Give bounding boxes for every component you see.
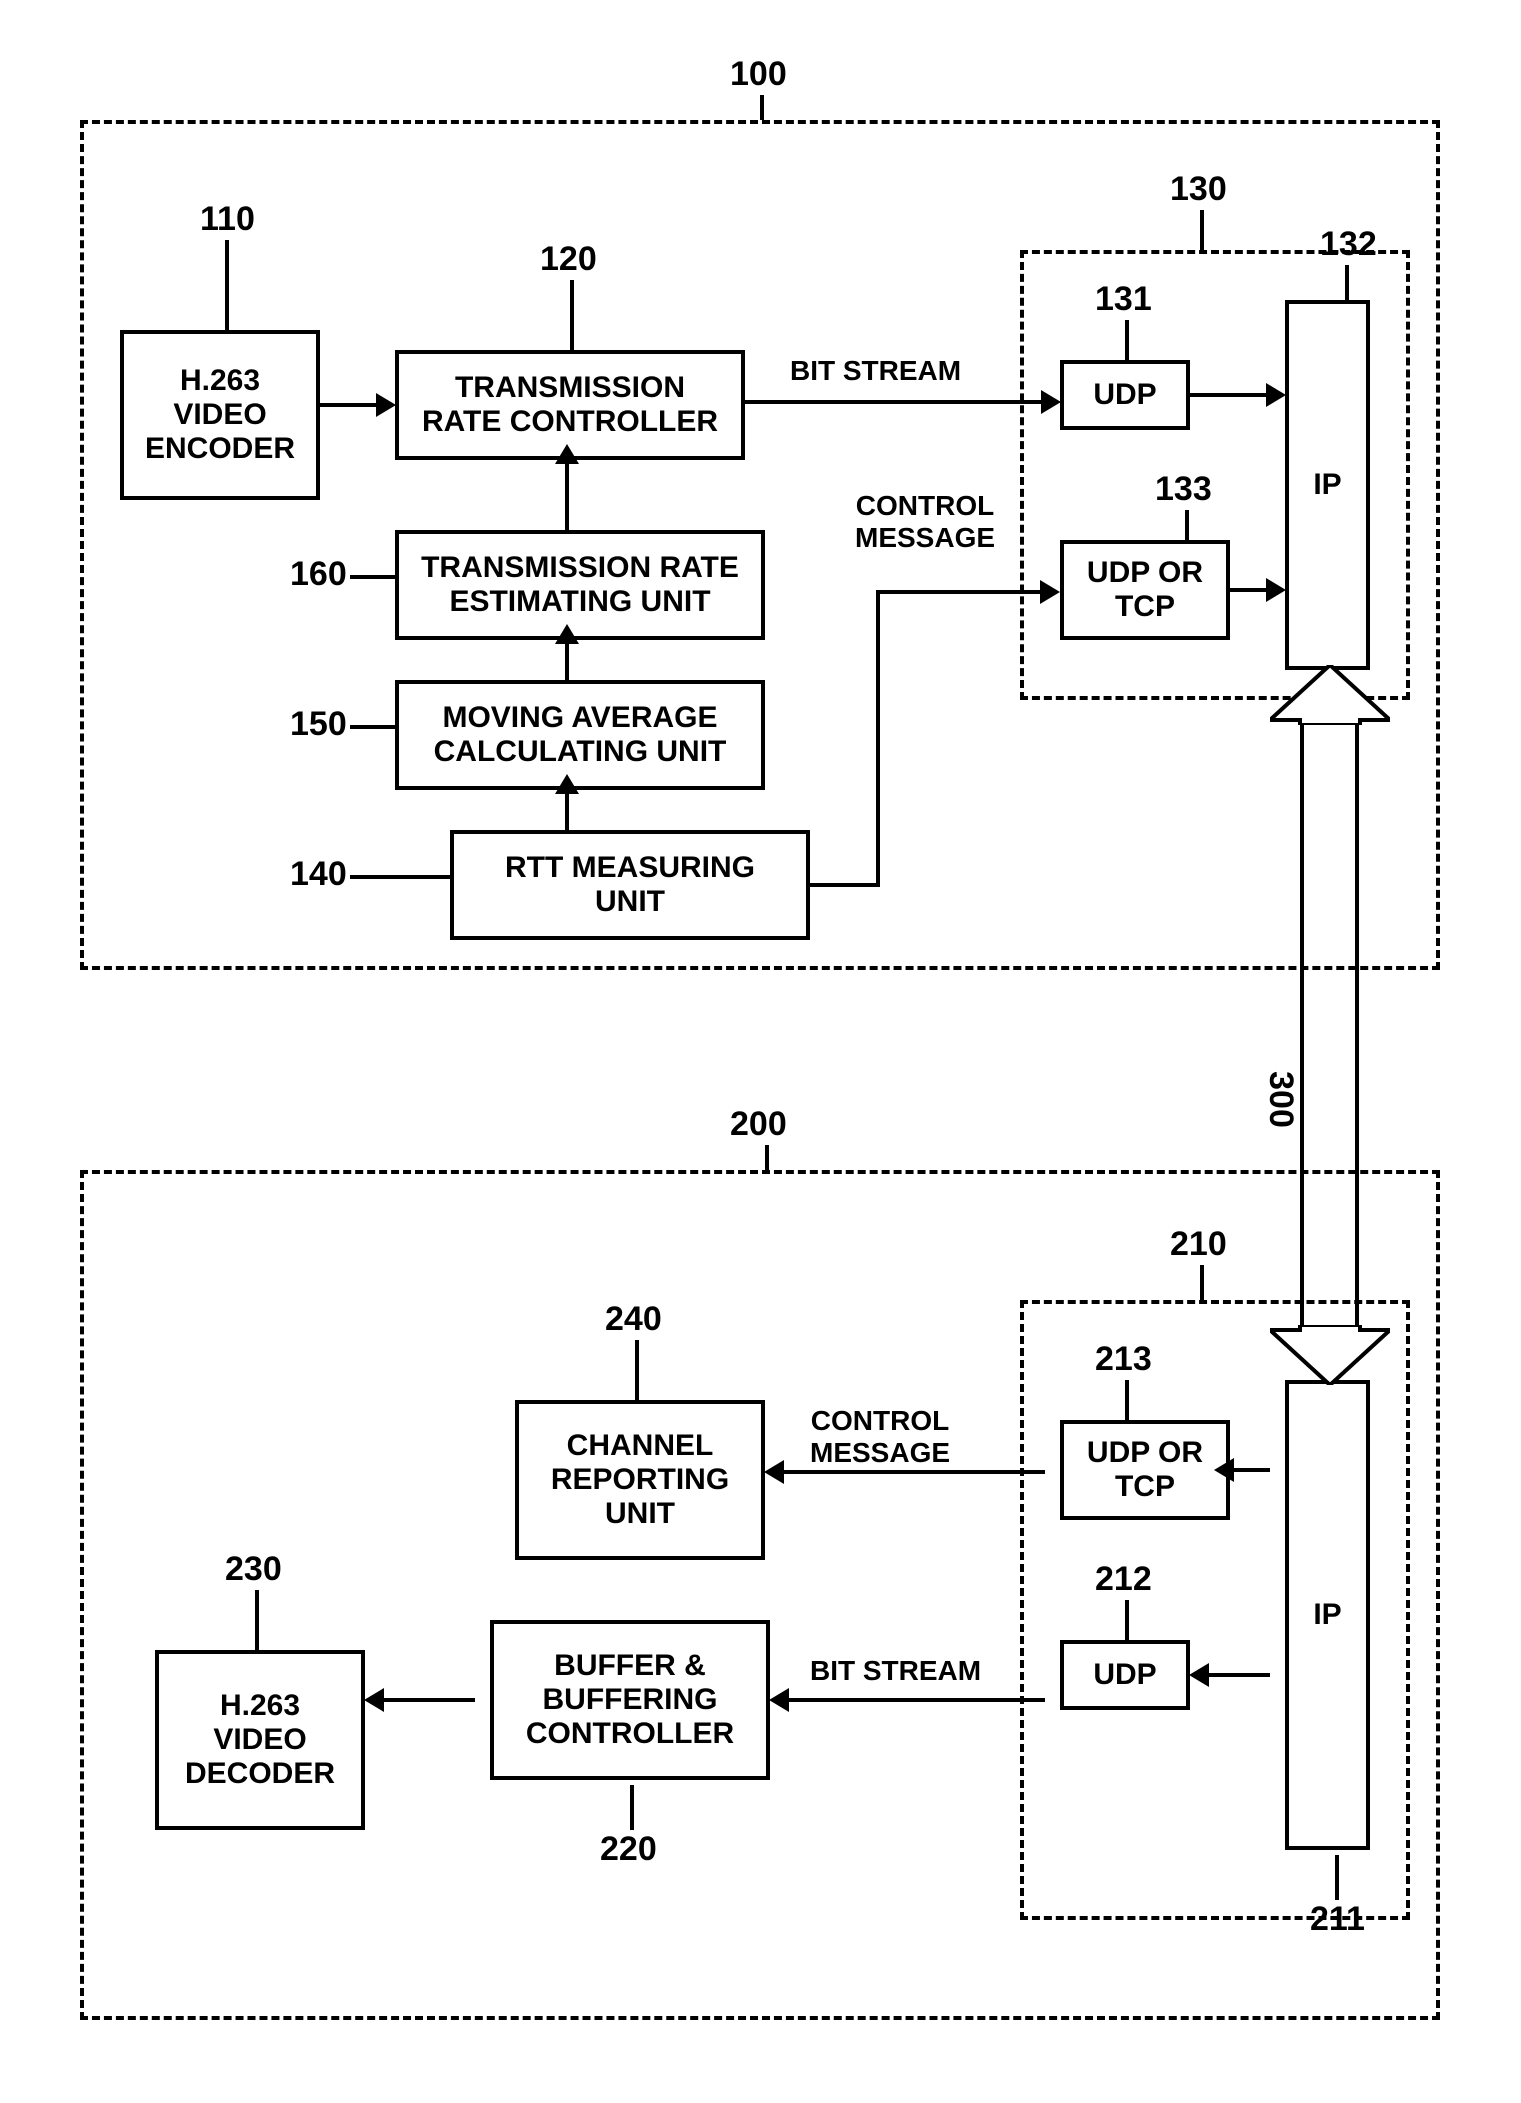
- block-label: UDP: [1093, 1658, 1156, 1692]
- ref-label: 110: [200, 200, 255, 239]
- ref-label: 210: [1170, 1225, 1227, 1264]
- ref-label: 132: [1320, 225, 1377, 264]
- ref-label: BIT STREAM: [810, 1655, 981, 1687]
- arrow-left: [364, 1688, 384, 1712]
- block-131: UDP: [1060, 360, 1190, 430]
- block-132: IP: [1285, 300, 1370, 670]
- ref-label: 240: [605, 1300, 662, 1339]
- block-211: IP: [1285, 1380, 1370, 1850]
- block-label: TRANSMISSION RATEESTIMATING UNIT: [421, 551, 739, 619]
- block-133: UDP ORTCP: [1060, 540, 1230, 640]
- arrow-up: [555, 444, 579, 464]
- block-label: CHANNELREPORTINGUNIT: [551, 1429, 729, 1531]
- block-label: H.263VIDEODECODER: [185, 1689, 335, 1791]
- ref-label: BIT STREAM: [790, 355, 961, 387]
- ref-label: 150: [290, 705, 347, 744]
- ref-label: 220: [600, 1830, 657, 1869]
- block-label: UDP ORTCP: [1087, 1436, 1203, 1504]
- ref-label: 100: [730, 55, 787, 94]
- block-110: H.263VIDEOENCODER: [120, 330, 320, 500]
- ref-label: 120: [540, 240, 597, 279]
- block-240: CHANNELREPORTINGUNIT: [515, 1400, 765, 1560]
- arrow-right: [376, 393, 396, 417]
- block-150: MOVING AVERAGECALCULATING UNIT: [395, 680, 765, 790]
- ref-label: 300: [1261, 1071, 1300, 1128]
- block-220: BUFFER &BUFFERINGCONTROLLER: [490, 1620, 770, 1780]
- arrow-up: [555, 624, 579, 644]
- arrow-right: [1266, 383, 1286, 407]
- block-label: IP: [1313, 1598, 1341, 1632]
- block-label: BUFFER &BUFFERINGCONTROLLER: [526, 1649, 734, 1751]
- block-212: UDP: [1060, 1640, 1190, 1710]
- block-label: RTT MEASURINGUNIT: [505, 851, 755, 919]
- ref-label: CONTROLMESSAGE: [810, 1405, 950, 1469]
- arrow-right: [1041, 390, 1061, 414]
- ref-label: 200: [730, 1105, 787, 1144]
- arrow-right: [1266, 578, 1286, 602]
- arrow-left: [769, 1688, 789, 1712]
- block-230: H.263VIDEODECODER: [155, 1650, 365, 1830]
- block-160: TRANSMISSION RATEESTIMATING UNIT: [395, 530, 765, 640]
- arrow-left: [764, 1460, 784, 1484]
- ref-label: 213: [1095, 1340, 1152, 1379]
- block-213: UDP ORTCP: [1060, 1420, 1230, 1520]
- arrow-left: [1214, 1458, 1234, 1482]
- ref-label: 133: [1155, 470, 1212, 509]
- block-label: TRANSMISSIONRATE CONTROLLER: [422, 371, 718, 439]
- block-label: H.263VIDEOENCODER: [145, 364, 295, 466]
- ref-label: CONTROLMESSAGE: [855, 490, 995, 554]
- block-140: RTT MEASURINGUNIT: [450, 830, 810, 940]
- arrow-left: [1189, 1663, 1209, 1687]
- ref-label: 131: [1095, 280, 1152, 319]
- block-label: IP: [1313, 468, 1341, 502]
- arrow-up: [555, 774, 579, 794]
- ref-label: 160: [290, 555, 347, 594]
- ref-label: 211: [1310, 1900, 1365, 1939]
- block-label: UDP ORTCP: [1087, 556, 1203, 624]
- block-label: MOVING AVERAGECALCULATING UNIT: [434, 701, 727, 769]
- ref-label: 140: [290, 855, 347, 894]
- block-label: UDP: [1093, 378, 1156, 412]
- ref-label: 212: [1095, 1560, 1152, 1599]
- ref-label: 230: [225, 1550, 282, 1589]
- arrow-right: [1040, 580, 1060, 604]
- ref-label: 130: [1170, 170, 1227, 209]
